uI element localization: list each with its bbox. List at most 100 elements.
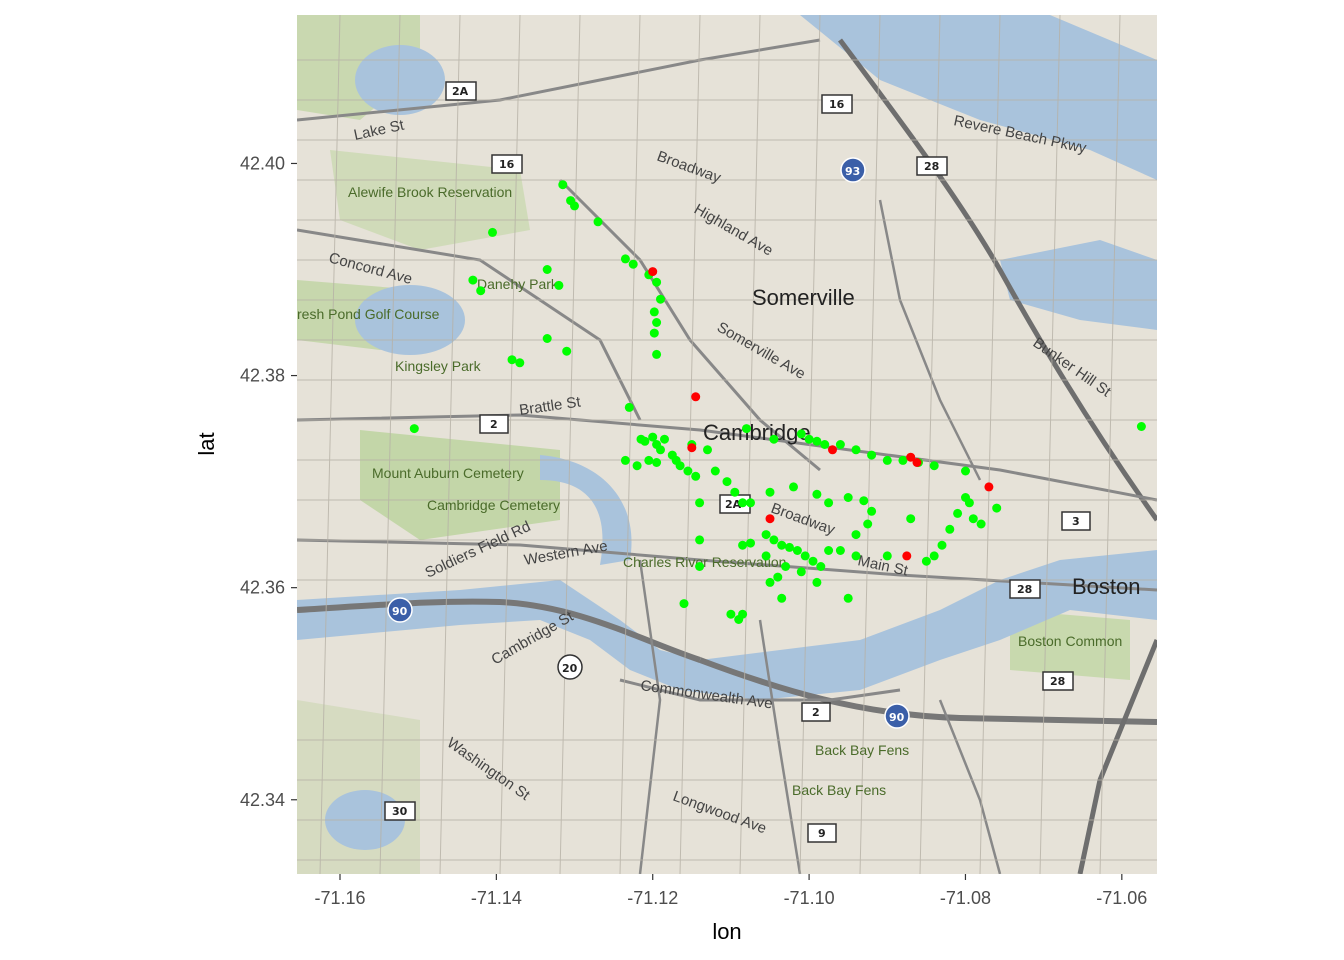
data-point	[710, 466, 720, 476]
svg-text:Cambridge: Cambridge	[703, 420, 811, 445]
data-point	[867, 506, 877, 516]
data-point	[652, 277, 662, 287]
data-point	[898, 455, 908, 465]
data-point	[656, 445, 665, 455]
data-point	[738, 609, 748, 619]
x-tick-label: -71.14	[471, 888, 522, 908]
data-point	[628, 259, 638, 269]
data-point	[746, 538, 755, 548]
data-point	[777, 593, 787, 603]
data-point	[789, 482, 798, 492]
data-point	[761, 551, 771, 561]
data-point	[620, 254, 630, 264]
svg-text:16: 16	[499, 158, 515, 171]
data-point	[746, 498, 755, 508]
svg-text:Cambridge Cemetery: Cambridge Cemetery	[427, 497, 560, 513]
data-point	[593, 217, 603, 227]
data-point	[902, 551, 912, 561]
svg-text:28: 28	[1050, 675, 1065, 688]
svg-text:16: 16	[829, 98, 845, 111]
data-point	[765, 577, 775, 587]
data-point	[632, 461, 642, 471]
svg-text:28: 28	[924, 160, 939, 173]
data-point	[640, 436, 650, 446]
data-point	[738, 540, 748, 550]
data-point	[675, 461, 685, 471]
y-tick-label: 42.40	[240, 153, 285, 173]
svg-text:Charles River Reservation: Charles River Reservation	[623, 554, 786, 570]
data-point	[961, 466, 970, 476]
data-point	[649, 307, 659, 317]
data-point	[765, 514, 775, 524]
data-point	[824, 498, 834, 508]
data-point	[816, 562, 826, 571]
data-point	[652, 458, 662, 467]
data-point	[859, 496, 869, 506]
x-tick-label: -71.16	[314, 888, 365, 908]
data-point	[812, 577, 822, 587]
data-point	[687, 443, 697, 453]
data-point	[804, 434, 814, 444]
svg-text:Mount Auburn Cemetery: Mount Auburn Cemetery	[372, 465, 524, 481]
y-tick-label: 42.36	[240, 578, 285, 598]
data-point	[695, 498, 705, 508]
data-point	[722, 477, 732, 487]
data-point	[691, 471, 701, 481]
data-point	[730, 487, 740, 497]
data-point	[843, 593, 853, 603]
y-axis-title: lat	[194, 432, 219, 455]
data-point	[562, 346, 572, 356]
data-point	[691, 392, 701, 402]
data-point	[624, 402, 634, 412]
data-point	[468, 275, 478, 285]
data-point	[652, 318, 662, 327]
data-point	[912, 458, 922, 467]
data-point	[660, 434, 669, 444]
data-point	[929, 461, 939, 471]
data-point	[554, 280, 564, 290]
svg-text:90: 90	[889, 711, 905, 724]
data-point	[488, 227, 497, 237]
data-point	[976, 519, 986, 529]
data-point	[644, 455, 654, 465]
map-background: Somerville Cambridge Boston Alewife Broo…	[297, 15, 1157, 874]
data-point	[945, 524, 955, 534]
data-point	[796, 429, 806, 439]
svg-text:9: 9	[818, 827, 826, 840]
data-point	[820, 440, 830, 449]
data-point	[953, 508, 963, 518]
data-point	[648, 267, 658, 277]
data-point	[812, 436, 822, 446]
svg-text:Back Bay Fens: Back Bay Fens	[792, 782, 886, 798]
svg-text:resh Pond Golf Course: resh Pond Golf Course	[297, 306, 440, 322]
data-point	[703, 445, 712, 455]
scatter-points	[409, 180, 1146, 624]
svg-text:Danehy Park: Danehy Park	[477, 276, 559, 292]
data-point	[476, 286, 486, 296]
data-point	[409, 424, 419, 434]
data-point	[542, 334, 552, 343]
data-point	[620, 455, 630, 465]
data-point	[695, 562, 705, 571]
data-point	[867, 450, 877, 460]
data-point	[851, 445, 861, 455]
svg-text:2A: 2A	[725, 498, 742, 511]
data-point	[906, 452, 916, 462]
data-point	[792, 546, 802, 555]
svg-text:Boston Common: Boston Common	[1018, 633, 1122, 649]
svg-text:Somerville: Somerville	[752, 285, 855, 310]
data-point	[570, 201, 579, 211]
data-point	[742, 424, 751, 434]
data-point	[964, 498, 974, 508]
data-point	[968, 514, 978, 524]
data-point	[769, 434, 779, 444]
data-point	[796, 567, 806, 577]
data-point	[835, 440, 845, 449]
route-shields: 2A 16 16 28 2 2A 3 28 28 2 30 9 93 90 90…	[384, 81, 1091, 843]
x-axis-title: lon	[712, 919, 741, 944]
svg-text:Alewife Brook Reservation: Alewife Brook Reservation	[348, 184, 512, 200]
svg-text:2A: 2A	[452, 85, 469, 98]
data-point	[882, 455, 892, 465]
data-point	[800, 551, 810, 561]
data-point	[515, 358, 525, 368]
